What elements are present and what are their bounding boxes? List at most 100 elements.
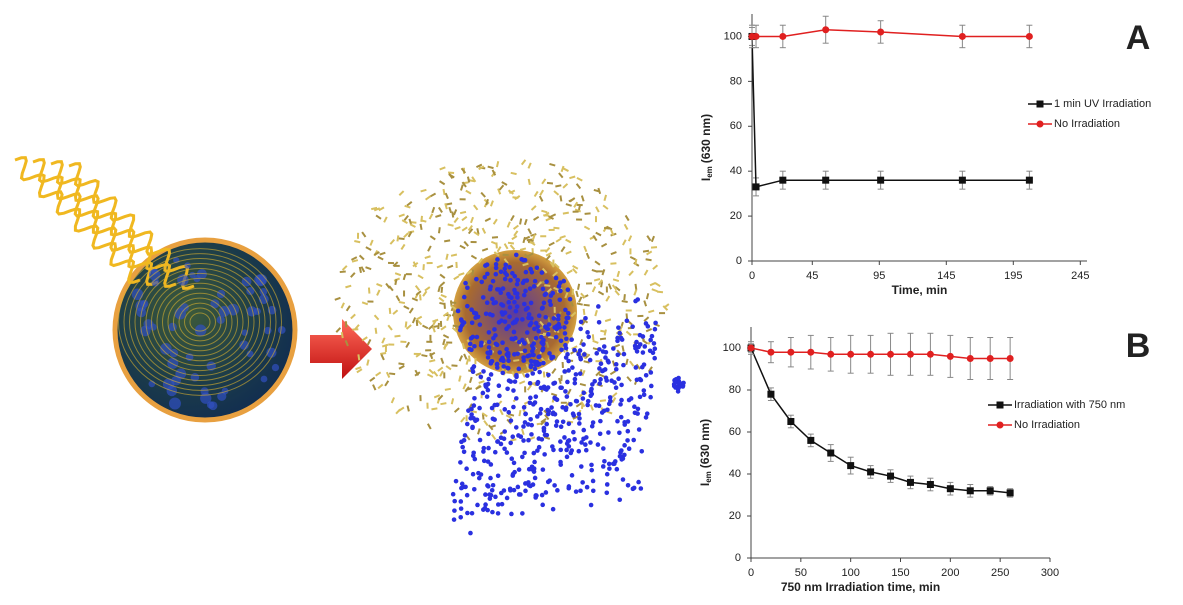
- marker: [807, 436, 815, 444]
- released-particle: [542, 452, 547, 457]
- released-particle: [588, 440, 593, 445]
- dye-particle: [452, 324, 459, 328]
- cell-fiber: [129, 258, 271, 386]
- released-particle: [590, 382, 595, 387]
- released-particle: [471, 403, 477, 408]
- dye-particle: [583, 360, 590, 364]
- released-particle: [470, 334, 476, 340]
- dye-particle: [427, 245, 432, 252]
- dye-particle: [422, 290, 428, 297]
- dye-particle: [579, 382, 587, 387]
- released-particle: [538, 406, 544, 412]
- released-particle: [606, 461, 612, 467]
- dye-particle: [520, 366, 527, 372]
- released-particle: [527, 380, 533, 386]
- dye-particle: [524, 386, 527, 393]
- marker: [1025, 176, 1033, 184]
- released-particle: [630, 324, 635, 329]
- dye-particle: [477, 428, 481, 435]
- dye-particle: [385, 371, 391, 378]
- released-particle: [487, 350, 493, 356]
- dye-particle: [527, 228, 532, 235]
- released-particle: [489, 358, 495, 364]
- released-particle: [474, 276, 479, 282]
- released-particle: [554, 397, 560, 403]
- dye-particle: [511, 235, 518, 241]
- released-particle: [544, 432, 550, 438]
- released-particle: [619, 397, 624, 403]
- dye-particle: [380, 351, 387, 355]
- dye-particle: [415, 290, 422, 296]
- dye-particle: [548, 241, 555, 247]
- released-particle: [461, 294, 467, 300]
- released-particle: [523, 288, 528, 294]
- dye-particle: [453, 217, 459, 224]
- cell-nucleus: [194, 324, 207, 337]
- x-tick-label: 300: [1041, 567, 1059, 579]
- released-particle: [678, 383, 683, 388]
- dye-particle: [650, 246, 658, 249]
- marker: [847, 462, 855, 470]
- dye-particle: [481, 227, 487, 234]
- released-particle: [485, 271, 490, 277]
- released-particle: [493, 271, 499, 277]
- dye-particle: [616, 349, 622, 356]
- released-particle: [474, 334, 480, 340]
- released-particle: [569, 473, 575, 478]
- released-particle: [649, 333, 655, 339]
- released-particle: [526, 437, 531, 443]
- dye-particle: [395, 295, 401, 302]
- dye-particle: [361, 301, 369, 306]
- released-particle: [512, 379, 518, 384]
- dye-particle: [394, 334, 401, 338]
- dye-particle: [402, 273, 407, 281]
- dye-particle: [389, 238, 396, 245]
- dye-particle: [387, 261, 395, 265]
- dye-particle: [465, 387, 473, 391]
- released-particle: [458, 499, 464, 504]
- released-particle: [477, 437, 483, 443]
- released-particle: [496, 383, 502, 389]
- dye-particle: [454, 226, 461, 231]
- dye-particle: [465, 358, 470, 365]
- dye-particle: [642, 249, 650, 253]
- dye-particle: [466, 176, 471, 183]
- released-particle: [507, 314, 512, 319]
- cell-fiber: [162, 287, 238, 357]
- dye-particle: [344, 321, 348, 328]
- released-particle: [508, 277, 513, 283]
- dye-particle: [453, 407, 460, 413]
- dye-particle: [645, 258, 652, 262]
- released-particle: [494, 402, 500, 408]
- dye-particle: [502, 253, 509, 257]
- dye-particle: [429, 351, 436, 357]
- released-particle: [512, 352, 517, 357]
- dye-particle: [582, 308, 586, 316]
- released-particle: [467, 341, 473, 347]
- released-particle: [578, 488, 583, 494]
- released-particle: [528, 320, 534, 326]
- dye-particle: [503, 243, 509, 250]
- dye-particle: [411, 297, 419, 302]
- dye-particle: [616, 270, 621, 278]
- dye-particle: [572, 210, 579, 213]
- released-particle: [574, 398, 580, 404]
- released-particle: [528, 416, 533, 422]
- y-tick-label: 0: [735, 552, 741, 564]
- released-particle: [523, 481, 528, 486]
- released-particle: [531, 284, 537, 289]
- dye-particle: [373, 314, 380, 321]
- released-particle: [506, 378, 512, 383]
- released-particle: [619, 382, 624, 388]
- dye-particle: [585, 252, 590, 260]
- dye-particle: [451, 310, 457, 317]
- marker: [887, 350, 895, 358]
- dye-particle: [611, 392, 618, 398]
- released-particle: [581, 436, 586, 442]
- released-particle: [587, 357, 593, 363]
- dye-particle: [624, 214, 630, 222]
- dye-particle: [633, 333, 640, 336]
- dye-particle: [458, 355, 464, 362]
- released-particle: [500, 286, 506, 291]
- released-particle: [533, 320, 539, 326]
